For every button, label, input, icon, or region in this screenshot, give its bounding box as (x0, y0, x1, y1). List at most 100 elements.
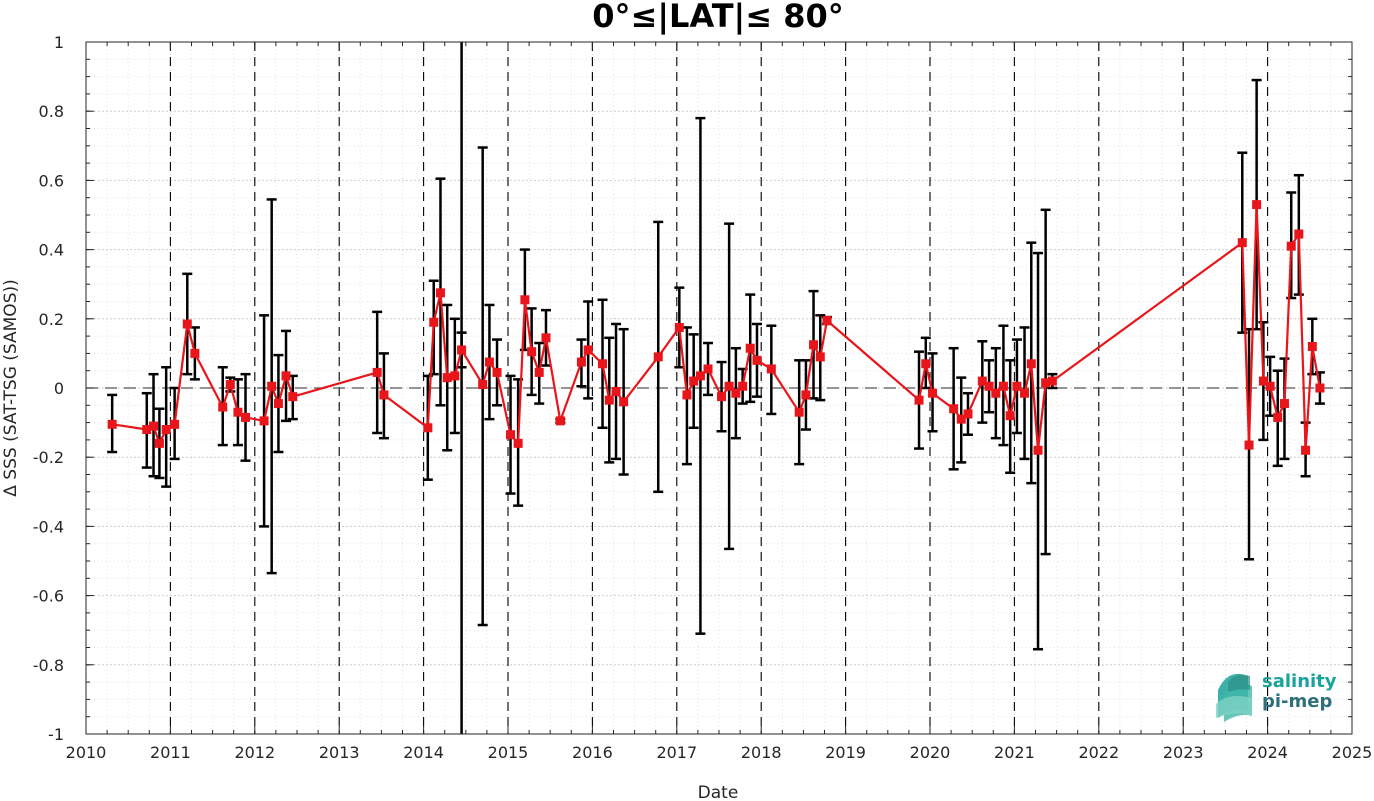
x-axis-label: Date (698, 783, 739, 801)
logo-waves-icon (1216, 673, 1252, 722)
data-point (928, 388, 938, 398)
data-point (794, 407, 804, 417)
data-point (161, 425, 171, 435)
chart-title: 0°≤|LAT|≤ 80° (592, 0, 843, 36)
data-point (1005, 411, 1015, 421)
data-point (738, 381, 748, 391)
data-point (809, 340, 819, 350)
data-point (1315, 383, 1325, 393)
data-point (450, 371, 460, 381)
data-point (1265, 381, 1275, 391)
data-point (583, 345, 593, 355)
data-point (703, 364, 713, 374)
data-point (604, 395, 614, 405)
y-tick-label: -0.8 (33, 656, 64, 675)
data-point (653, 352, 663, 362)
x-tick-label: 2011 (150, 743, 191, 762)
data-point (801, 390, 811, 400)
data-point (1033, 445, 1043, 455)
x-tick-label: 2020 (910, 743, 951, 762)
x-tick-label: 2023 (1163, 743, 1204, 762)
data-point (190, 348, 200, 358)
data-point (745, 343, 755, 353)
data-point (1273, 412, 1283, 422)
data-point (695, 371, 705, 381)
x-tick-label: 2013 (319, 743, 360, 762)
data-point (492, 367, 502, 377)
data-point (1244, 440, 1254, 450)
data-point (457, 345, 467, 355)
data-point (1020, 388, 1030, 398)
data-point (429, 317, 439, 327)
data-point (267, 381, 277, 391)
data-point (478, 380, 488, 390)
data-point (766, 364, 776, 374)
data-point (273, 399, 283, 409)
y-axis-label: Δ SSS (SAT-TSG (SAMOS)) (1, 279, 21, 496)
y-tick-label: -0.4 (33, 517, 64, 536)
data-point (682, 390, 692, 400)
x-tick-label: 2016 (572, 743, 613, 762)
data-point (182, 319, 192, 329)
data-point (154, 438, 164, 448)
x-tick-label: 2018 (741, 743, 782, 762)
data-point (513, 438, 523, 448)
data-point (1258, 376, 1268, 386)
data-point (1279, 399, 1289, 409)
data-point (1294, 229, 1304, 239)
data-point (956, 414, 966, 424)
logo-text-pi-mep: pi-mep (1262, 691, 1332, 712)
data-point (107, 419, 117, 429)
data-point (1012, 381, 1022, 391)
data-point (555, 416, 565, 426)
y-tick-label: 0.8 (39, 102, 64, 121)
data-point (541, 333, 551, 343)
data-point (1026, 359, 1036, 369)
data-point (1047, 376, 1057, 386)
data-point (435, 288, 445, 298)
data-point (717, 392, 727, 402)
data-point (815, 352, 825, 362)
data-point (598, 359, 608, 369)
data-point (534, 367, 544, 377)
x-tick-label: 2021 (994, 743, 1035, 762)
data-point (1286, 241, 1296, 251)
y-tick-label: 1 (54, 33, 64, 52)
x-tick-label: 2022 (1078, 743, 1119, 762)
data-point (724, 381, 734, 391)
y-tick-label: 0.4 (39, 241, 64, 260)
data-point (1307, 341, 1317, 351)
series-markers (107, 200, 1325, 455)
data-point (921, 359, 931, 369)
x-tick-label: 2015 (488, 743, 529, 762)
data-point (423, 423, 433, 433)
data-point (731, 388, 741, 398)
data-point (225, 380, 235, 390)
y-tick-label: 0.6 (39, 171, 64, 190)
data-point (170, 419, 180, 429)
data-point (241, 412, 251, 422)
data-point (752, 355, 762, 365)
series-line (112, 203, 1321, 452)
data-point (949, 404, 959, 414)
data-point (259, 416, 269, 426)
data-point (527, 347, 537, 357)
x-tick-label: 2010 (66, 743, 107, 762)
data-point (689, 376, 699, 386)
data-point (991, 388, 1001, 398)
data-point (281, 371, 291, 381)
salinity-pi-mep-logo: salinity pi-mep (1216, 671, 1337, 722)
data-point (1252, 200, 1262, 210)
data-point (977, 376, 987, 386)
x-tick-label: 2025 (1332, 743, 1373, 762)
data-point (288, 392, 298, 402)
y-tick-label: -0.6 (33, 587, 64, 606)
y-axis-ticks: -1 -0.8 -0.6 -0.4 -0.2 0 0.2 0.4 0.6 0.8 1 (33, 33, 1352, 744)
data-point (611, 386, 621, 396)
data-point (914, 395, 924, 405)
series-line-path (112, 203, 1321, 452)
data-point (379, 390, 389, 400)
data-point (372, 367, 382, 377)
grid-layer (85, 41, 1353, 735)
